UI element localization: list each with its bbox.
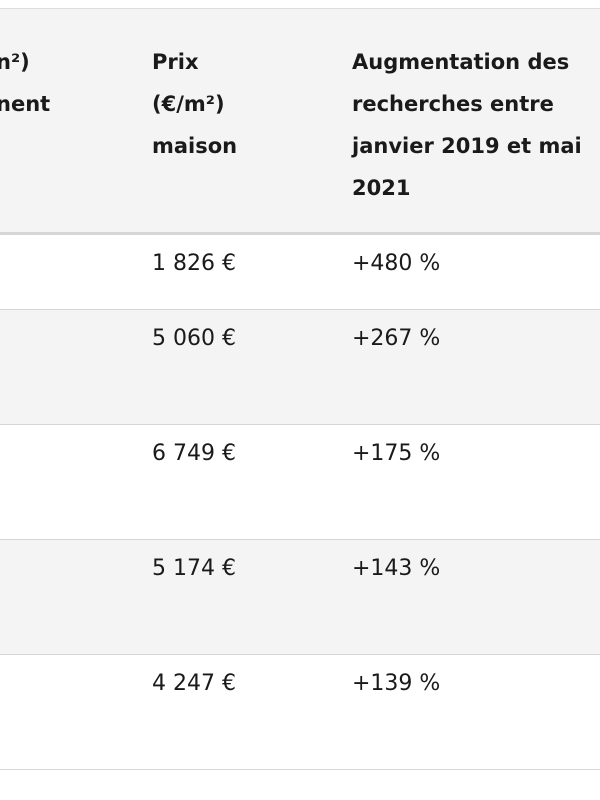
table-cell: +267 % [352,326,441,351]
header-line: janvier 2019 et mai [352,134,582,158]
header-line: maison [152,134,238,158]
table-cell: 4 247 € [152,671,236,696]
table-row: 6 749 € +175 % [0,425,600,540]
table-row: 5 174 € +143 % [0,540,600,655]
table-cell: 5 174 € [152,556,236,581]
table-cell: 5 060 € [152,326,236,351]
header-line: n²) [0,50,30,74]
table-cell: 1 826 € [152,251,236,276]
header-line: (€/m²) [152,92,225,116]
table-cell: +143 % [352,556,441,581]
table-row: 4 247 € +139 % [0,655,600,770]
table-row: 5 060 € +267 % [0,310,600,425]
partial-header: n²) nent [0,41,50,125]
header-cell: Augmentation des recherches entre janvier … [352,41,582,209]
header-cell: Prix (€/m²) maison [152,41,237,167]
table-cell: +480 % [352,251,441,276]
table-row: 1 826 € +480 % [0,235,600,310]
header-line: recherches entre [352,92,554,116]
header-line: Prix [152,50,199,74]
header-line: nent [0,92,51,116]
header-line: 2021 [352,176,411,200]
table-cell: 6 749 € [152,441,236,466]
table-header: n²) nent Prix (€/m²) maison Augmentation d… [0,8,600,235]
table-cell: +175 % [352,441,441,466]
header-line: Augmentation des [352,50,570,74]
table-cell: +139 % [352,671,441,696]
